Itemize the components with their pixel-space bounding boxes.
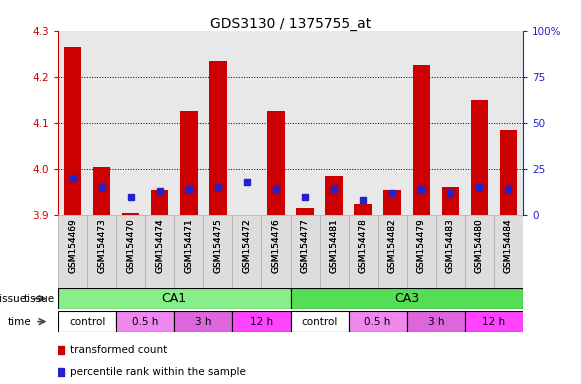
Text: GSM154471: GSM154471 bbox=[184, 219, 193, 273]
Bar bbox=[349, 311, 407, 332]
Text: GSM154476: GSM154476 bbox=[271, 219, 281, 273]
Text: 0.5 h: 0.5 h bbox=[364, 316, 391, 327]
Text: control: control bbox=[302, 316, 338, 327]
Bar bbox=[93, 167, 110, 215]
Text: GSM154481: GSM154481 bbox=[329, 219, 339, 273]
Text: GSM154476: GSM154476 bbox=[271, 219, 281, 273]
FancyBboxPatch shape bbox=[465, 215, 494, 288]
Text: 0.5 h: 0.5 h bbox=[132, 316, 159, 327]
Text: 12 h: 12 h bbox=[250, 316, 273, 327]
Text: 3 h: 3 h bbox=[195, 316, 211, 327]
Bar bbox=[267, 111, 285, 215]
Text: GSM154481: GSM154481 bbox=[329, 219, 339, 273]
Text: 3 h: 3 h bbox=[428, 316, 444, 327]
Text: GSM154473: GSM154473 bbox=[97, 219, 106, 273]
Text: GSM154471: GSM154471 bbox=[184, 219, 193, 273]
FancyBboxPatch shape bbox=[232, 215, 261, 288]
Bar bbox=[116, 311, 174, 332]
FancyBboxPatch shape bbox=[494, 215, 523, 288]
Text: GSM154484: GSM154484 bbox=[504, 219, 513, 273]
Bar bbox=[296, 208, 314, 215]
FancyBboxPatch shape bbox=[174, 215, 203, 288]
FancyBboxPatch shape bbox=[349, 215, 378, 288]
Text: CA3: CA3 bbox=[394, 292, 419, 305]
FancyBboxPatch shape bbox=[436, 215, 465, 288]
FancyBboxPatch shape bbox=[290, 215, 320, 288]
Bar bbox=[354, 204, 372, 215]
Bar bbox=[442, 187, 459, 215]
Text: tissue: tissue bbox=[24, 293, 55, 304]
Text: GSM154482: GSM154482 bbox=[388, 219, 397, 273]
Bar bbox=[500, 130, 517, 215]
Text: GSM154484: GSM154484 bbox=[504, 219, 513, 273]
Text: GSM154479: GSM154479 bbox=[417, 219, 426, 273]
Text: GSM154472: GSM154472 bbox=[242, 219, 252, 273]
Text: GSM154469: GSM154469 bbox=[68, 219, 77, 273]
FancyBboxPatch shape bbox=[203, 215, 232, 288]
Bar bbox=[180, 111, 198, 215]
Text: 12 h: 12 h bbox=[482, 316, 505, 327]
FancyBboxPatch shape bbox=[378, 215, 407, 288]
Bar bbox=[174, 311, 232, 332]
Text: GSM154483: GSM154483 bbox=[446, 219, 455, 273]
Bar bbox=[471, 100, 488, 215]
Text: percentile rank within the sample: percentile rank within the sample bbox=[70, 367, 246, 377]
Text: GSM154478: GSM154478 bbox=[358, 219, 368, 273]
Text: GSM154475: GSM154475 bbox=[213, 219, 223, 273]
FancyBboxPatch shape bbox=[261, 215, 290, 288]
FancyBboxPatch shape bbox=[407, 215, 436, 288]
Text: GSM154480: GSM154480 bbox=[475, 219, 484, 273]
Text: GSM154478: GSM154478 bbox=[358, 219, 368, 273]
Bar bbox=[58, 311, 116, 332]
Text: GSM154474: GSM154474 bbox=[155, 219, 164, 273]
Text: GDS3130 / 1375755_at: GDS3130 / 1375755_at bbox=[210, 17, 371, 31]
Bar bbox=[290, 288, 523, 309]
Text: tissue: tissue bbox=[0, 293, 27, 304]
Text: GSM154477: GSM154477 bbox=[300, 219, 310, 273]
Text: GSM154473: GSM154473 bbox=[97, 219, 106, 273]
Bar bbox=[465, 311, 523, 332]
Bar bbox=[58, 288, 290, 309]
Bar bbox=[290, 311, 349, 332]
Text: GSM154469: GSM154469 bbox=[68, 219, 77, 273]
FancyBboxPatch shape bbox=[116, 215, 145, 288]
FancyBboxPatch shape bbox=[320, 215, 349, 288]
FancyBboxPatch shape bbox=[58, 215, 87, 288]
Bar bbox=[383, 190, 401, 215]
FancyBboxPatch shape bbox=[145, 215, 174, 288]
Text: GSM154479: GSM154479 bbox=[417, 219, 426, 273]
Text: transformed count: transformed count bbox=[70, 345, 167, 355]
Text: GSM154482: GSM154482 bbox=[388, 219, 397, 273]
Bar bbox=[407, 311, 465, 332]
Bar bbox=[232, 311, 290, 332]
Bar bbox=[413, 65, 430, 215]
Text: GSM154477: GSM154477 bbox=[300, 219, 310, 273]
Text: GSM154470: GSM154470 bbox=[126, 219, 135, 273]
Bar bbox=[64, 47, 81, 215]
Bar bbox=[325, 176, 343, 215]
Text: GSM154475: GSM154475 bbox=[213, 219, 223, 273]
Bar bbox=[151, 190, 168, 215]
Text: GSM154474: GSM154474 bbox=[155, 219, 164, 273]
Bar bbox=[209, 61, 227, 215]
Text: GSM154483: GSM154483 bbox=[446, 219, 455, 273]
Text: control: control bbox=[69, 316, 105, 327]
Text: GSM154470: GSM154470 bbox=[126, 219, 135, 273]
Text: time: time bbox=[8, 316, 31, 327]
Bar bbox=[122, 213, 139, 215]
Text: GSM154480: GSM154480 bbox=[475, 219, 484, 273]
Bar bbox=[238, 215, 256, 217]
Text: GSM154472: GSM154472 bbox=[242, 219, 252, 273]
Text: CA1: CA1 bbox=[162, 292, 187, 305]
FancyBboxPatch shape bbox=[87, 215, 116, 288]
